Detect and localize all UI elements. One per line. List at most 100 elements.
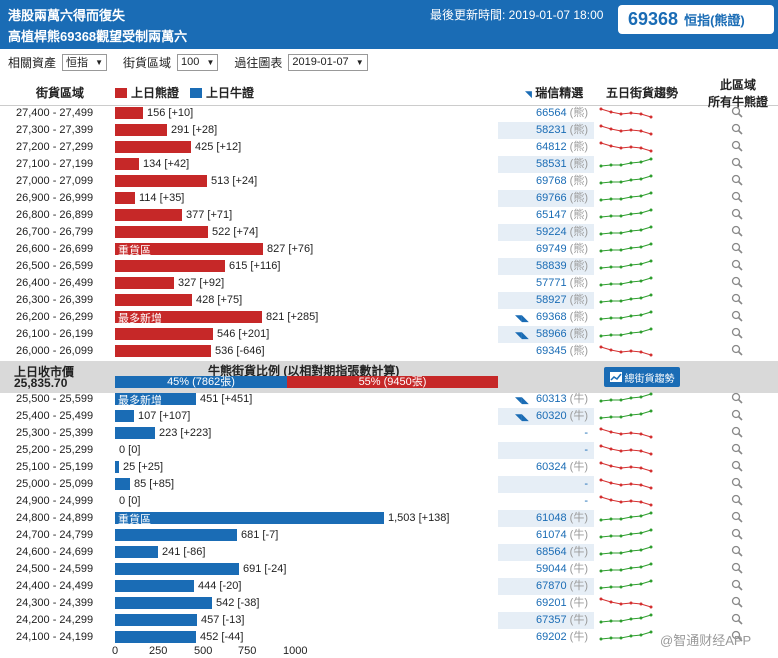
search-icon[interactable] (731, 579, 744, 592)
trend-sparkline[interactable] (598, 493, 658, 510)
trend-sparkline[interactable] (598, 207, 658, 224)
warrant-code[interactable]: 59224 (熊) (498, 224, 594, 241)
warrant-code[interactable]: 69345 (熊) (536, 345, 588, 357)
search-icon[interactable] (731, 225, 744, 238)
search-icon[interactable] (731, 426, 744, 439)
volume-bar[interactable] (115, 141, 191, 153)
warrant-code[interactable]: 58839 (熊) (498, 258, 594, 275)
search-icon[interactable] (731, 392, 744, 405)
search-icon[interactable] (731, 460, 744, 473)
warrant-code[interactable]: 61048 (牛) (498, 510, 594, 527)
featured-code-box[interactable]: 69368 恒指(熊證) (618, 5, 774, 34)
trend-sparkline[interactable] (598, 190, 658, 207)
warrant-code[interactable]: 68564 (牛) (498, 544, 594, 561)
volume-bar[interactable] (115, 461, 119, 473)
trend-sparkline[interactable] (598, 527, 658, 544)
trend-sparkline[interactable] (598, 173, 658, 190)
warrant-code[interactable]: - (498, 476, 594, 493)
trend-sparkline[interactable] (598, 139, 658, 156)
trend-sparkline[interactable] (598, 442, 658, 459)
warrant-code[interactable]: 58966 (熊) (498, 326, 594, 343)
volume-bar[interactable] (115, 277, 174, 289)
volume-bar[interactable] (115, 410, 134, 422)
search-icon[interactable] (731, 140, 744, 153)
trend-sparkline[interactable] (598, 275, 658, 292)
volume-bar[interactable] (115, 478, 130, 490)
volume-bar[interactable] (115, 328, 213, 340)
warrant-code[interactable]: 69749 (熊) (536, 243, 588, 255)
trend-sparkline[interactable] (598, 224, 658, 241)
volume-bar[interactable] (115, 209, 182, 221)
search-icon[interactable] (731, 174, 744, 187)
search-icon[interactable] (731, 208, 744, 221)
warrant-code[interactable]: - (584, 427, 588, 439)
search-icon[interactable] (731, 157, 744, 170)
trend-sparkline[interactable] (598, 561, 658, 578)
search-icon[interactable] (731, 545, 744, 558)
warrant-code[interactable]: 58927 (熊) (498, 292, 594, 309)
search-icon[interactable] (731, 276, 744, 289)
volume-bar[interactable] (115, 597, 212, 609)
trend-sparkline[interactable] (598, 258, 658, 275)
zone-select[interactable]: 100 (177, 53, 219, 71)
search-icon[interactable] (731, 259, 744, 272)
volume-bar[interactable] (115, 311, 262, 323)
trend-sparkline[interactable] (598, 122, 658, 139)
warrant-code[interactable]: 67357 (牛) (498, 612, 594, 629)
trend-sparkline[interactable] (598, 292, 658, 309)
warrant-code[interactable]: 66564 (熊) (536, 107, 588, 119)
trend-sparkline[interactable] (598, 595, 658, 612)
date-select[interactable]: 2019-01-07 (288, 53, 368, 71)
trend-sparkline[interactable] (598, 309, 658, 326)
search-icon[interactable] (731, 596, 744, 609)
volume-bar[interactable] (115, 226, 208, 238)
volume-bar[interactable] (115, 260, 225, 272)
search-icon[interactable] (731, 310, 744, 323)
trend-sparkline[interactable] (598, 156, 658, 173)
trend-sparkline[interactable] (598, 544, 658, 561)
search-icon[interactable] (731, 293, 744, 306)
volume-bar[interactable] (115, 614, 197, 626)
volume-bar[interactable] (115, 631, 196, 643)
warrant-code[interactable]: 69202 (牛) (536, 631, 588, 643)
warrant-code[interactable]: 69768 (熊) (536, 175, 588, 187)
volume-bar[interactable] (115, 175, 207, 187)
warrant-code[interactable]: 65147 (熊) (536, 209, 588, 221)
trend-sparkline[interactable] (598, 241, 658, 258)
warrant-code[interactable]: 60320 (牛) (498, 408, 594, 425)
warrant-code[interactable]: - (498, 442, 594, 459)
search-icon[interactable] (731, 106, 744, 119)
search-icon[interactable] (731, 327, 744, 340)
trend-sparkline[interactable] (598, 476, 658, 493)
warrant-code[interactable]: 69368 (熊) (536, 311, 588, 323)
warrant-code[interactable]: 58231 (熊) (498, 122, 594, 139)
warrant-code[interactable]: 64812 (熊) (536, 141, 588, 153)
asset-select[interactable]: 恒指 (62, 53, 108, 71)
volume-bar[interactable] (115, 294, 192, 306)
volume-bar[interactable] (115, 580, 194, 592)
search-icon[interactable] (731, 242, 744, 255)
total-trend-button[interactable]: 總街貨趨勢 (604, 367, 680, 387)
trend-sparkline[interactable] (598, 425, 658, 442)
warrant-code[interactable]: 60313 (牛) (536, 393, 588, 405)
volume-bar[interactable] (115, 124, 167, 136)
warrant-code[interactable]: - (584, 495, 588, 507)
search-icon[interactable] (731, 630, 744, 643)
volume-bar[interactable] (115, 243, 263, 255)
volume-bar[interactable] (115, 546, 158, 558)
trend-sparkline[interactable] (598, 343, 658, 360)
volume-bar[interactable] (115, 192, 135, 204)
volume-bar[interactable] (115, 529, 237, 541)
trend-sparkline[interactable] (598, 612, 658, 629)
trend-sparkline[interactable] (598, 459, 658, 476)
trend-sparkline[interactable] (598, 391, 658, 408)
search-icon[interactable] (731, 562, 744, 575)
warrant-code[interactable]: 61074 (牛) (536, 529, 588, 541)
trend-sparkline[interactable] (598, 105, 658, 122)
warrant-code[interactable]: 69201 (牛) (536, 597, 588, 609)
volume-bar[interactable] (115, 393, 196, 405)
search-icon[interactable] (731, 511, 744, 524)
trend-sparkline[interactable] (598, 629, 658, 646)
trend-sparkline[interactable] (598, 408, 658, 425)
volume-bar[interactable] (115, 158, 139, 170)
